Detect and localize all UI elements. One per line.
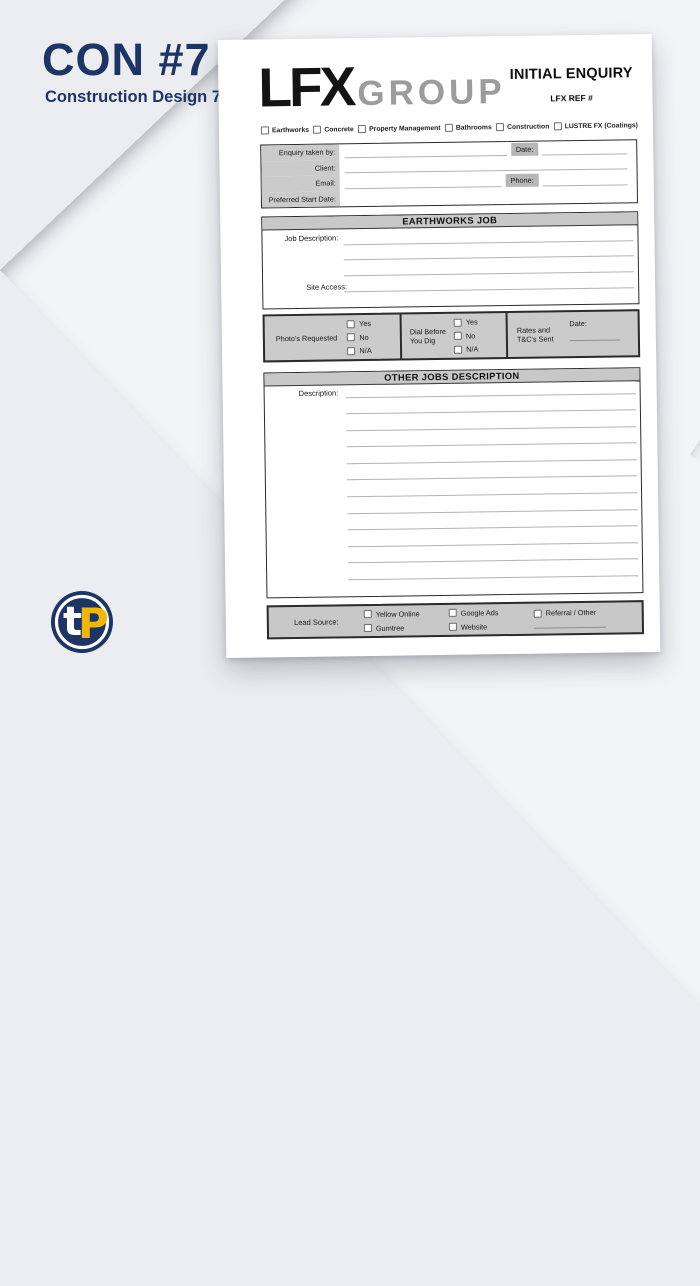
category-earthworks: Earthworks [260, 126, 309, 135]
description-label: Description: [298, 388, 339, 398]
lfx-group-logo: LFXGROUP [258, 52, 506, 119]
category-property-management: Property Management [358, 124, 441, 134]
design-code-title: CON #7 [42, 34, 211, 85]
job-description-label: Job Description: [284, 233, 339, 244]
date-input[interactable] [542, 141, 628, 156]
photos-option-yes: Yes [347, 319, 371, 328]
preferred-start-date-label: Preferred Start Date: [261, 190, 341, 208]
checkbox-photos-na[interactable] [347, 346, 356, 355]
seller-logo: t P [51, 591, 113, 653]
dial-before-you-dig-label: Dial Before You Dig [409, 326, 446, 346]
checkbox-website[interactable] [448, 622, 457, 631]
lead-gumtree: Gumtree [363, 622, 449, 633]
referral-other-input[interactable] [533, 621, 606, 629]
checkbox-dial-yes[interactable] [453, 318, 462, 327]
checkbox-google-ads[interactable] [448, 608, 457, 617]
logo-letter-p: P [78, 599, 109, 648]
lead-source-col-3: Referral / Other [533, 608, 606, 629]
rates-date-input[interactable] [569, 327, 620, 342]
site-access-label: Site Access: [306, 282, 348, 292]
other-jobs-header: OTHER JOBS DESCRIPTION [264, 368, 640, 387]
dial-option-no: No [453, 331, 478, 340]
checks-row: Photo's Requested Yes No N/A Dial Before… [262, 309, 641, 363]
checkbox-yellow-online[interactable] [363, 609, 372, 619]
checkbox-lustre-fx[interactable] [553, 122, 562, 131]
lfx-ref-label: LFX REF # [550, 92, 593, 104]
checkbox-dial-no[interactable] [453, 331, 463, 340]
brand-name: LFX [257, 55, 354, 119]
logo-letter-t: t [63, 599, 82, 645]
lead-source-box: Lead Source: Yellow Online Gumtree Googl… [266, 600, 645, 640]
checkbox-bathrooms[interactable] [444, 123, 453, 132]
client-label: Client: [261, 159, 340, 177]
checkbox-referral-other[interactable] [533, 609, 542, 618]
lead-referral-other: Referral / Other [533, 608, 606, 618]
category-bathrooms: Bathrooms [444, 123, 492, 132]
checkbox-photos-yes[interactable] [347, 319, 356, 328]
checkbox-earthworks[interactable] [260, 126, 270, 135]
earthworks-job-header: EARTHWORKS JOB [262, 212, 638, 231]
dial-before-you-dig-cell: Dial Before You Dig Yes No N/A [399, 313, 507, 359]
enquiry-taken-by-label: Enquiry taken by: [261, 144, 340, 161]
design-name-subtitle: Construction Design 7 [45, 88, 222, 106]
lead-yellow-online: Yellow Online [363, 608, 449, 619]
job-description-lines[interactable] [343, 239, 635, 308]
category-concrete: Concrete [313, 125, 354, 134]
form-page: LFXGROUP INITIAL ENQUIRY LFX REF # Earth… [217, 34, 661, 658]
lead-source-col-2: Google Ads Website [448, 607, 534, 631]
category-checkbox-row: Earthworks Concrete Property Management … [260, 121, 638, 135]
enquiry-taken-by-input[interactable] [344, 143, 507, 158]
rates-tcs-cell: Rates and T&C's Sent Date: [505, 311, 639, 358]
photos-option-no: No [347, 332, 371, 342]
checkbox-construction[interactable] [495, 123, 505, 132]
category-construction: Construction [495, 122, 549, 132]
photos-option-na: N/A [347, 346, 372, 355]
lead-source-label: Lead Source: [293, 616, 339, 627]
lead-source-col-1: Yellow Online Gumtree [363, 608, 449, 633]
form-title: INITIAL ENQUIRY [509, 65, 633, 83]
photos-requested-cell: Photo's Requested Yes No N/A [265, 315, 401, 361]
client-input[interactable] [344, 157, 628, 174]
enquiry-details-box: Enquiry taken by: Date: Client: Email: P… [260, 139, 639, 209]
category-lustre-fx: LUSTRE FX (Coatings) [553, 121, 638, 131]
email-input[interactable] [344, 174, 502, 189]
dial-option-yes: Yes [453, 317, 478, 327]
phone-input[interactable] [542, 172, 628, 187]
rates-tcs-label: Rates and T&C's Sent [516, 325, 554, 344]
checkbox-photos-no[interactable] [347, 333, 356, 342]
checkbox-concrete[interactable] [313, 125, 322, 134]
photos-requested-label: Photo's Requested [275, 332, 338, 343]
description-lines[interactable] [345, 392, 639, 596]
lead-google-ads: Google Ads [448, 607, 534, 617]
email-label: Email: [261, 175, 340, 192]
phone-label: Phone: [505, 173, 539, 188]
checkbox-dial-na[interactable] [454, 345, 463, 354]
brand-suffix: GROUP [357, 72, 506, 114]
checkbox-gumtree[interactable] [363, 623, 372, 633]
lead-website: Website [448, 621, 534, 631]
dial-option-na: N/A [454, 344, 478, 354]
date-label: Date: [510, 142, 539, 157]
checkbox-property-management[interactable] [358, 124, 367, 134]
